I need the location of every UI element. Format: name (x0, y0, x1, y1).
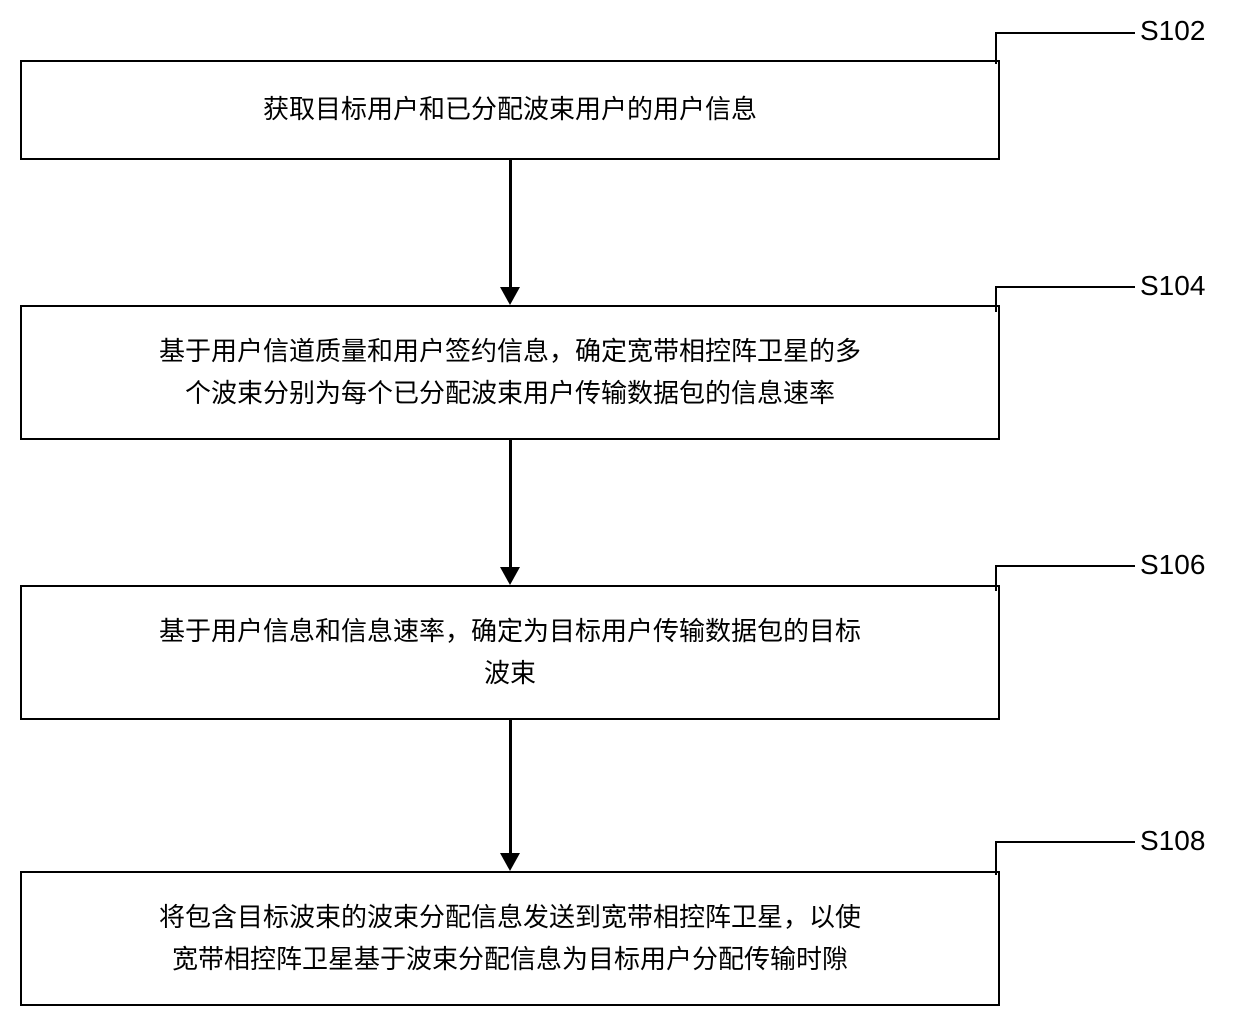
arrow-1 (509, 160, 512, 287)
step-text-s104: 基于用户信道质量和用户签约信息，确定宽带相控阵卫星的多 个波束分别为每个已分配波… (159, 331, 861, 414)
step-label-s108: S108 (1140, 825, 1205, 857)
arrow-head-2 (500, 567, 520, 585)
arrow-head-1 (500, 287, 520, 305)
arrow-head-3 (500, 853, 520, 871)
label-connector-s104 (995, 286, 1135, 312)
step-label-s102: S102 (1140, 15, 1205, 47)
step-box-s104: 基于用户信道质量和用户签约信息，确定宽带相控阵卫星的多 个波束分别为每个已分配波… (20, 305, 1000, 440)
flowchart-container: 获取目标用户和已分配波束用户的用户信息 S102 基于用户信道质量和用户签约信息… (0, 0, 1240, 1033)
step-box-s106: 基于用户信息和信息速率，确定为目标用户传输数据包的目标 波束 (20, 585, 1000, 720)
arrow-3 (509, 720, 512, 853)
step-box-s102: 获取目标用户和已分配波束用户的用户信息 (20, 60, 1000, 160)
label-connector-s106 (995, 565, 1135, 591)
step-box-s108: 将包含目标波束的波束分配信息发送到宽带相控阵卫星，以使 宽带相控阵卫星基于波束分… (20, 871, 1000, 1006)
step-text-s102: 获取目标用户和已分配波束用户的用户信息 (263, 89, 757, 131)
step-text-s106: 基于用户信息和信息速率，确定为目标用户传输数据包的目标 波束 (159, 611, 861, 694)
step-text-s108: 将包含目标波束的波束分配信息发送到宽带相控阵卫星，以使 宽带相控阵卫星基于波束分… (159, 897, 861, 980)
label-connector-s102 (995, 32, 1135, 64)
label-connector-s108 (995, 841, 1135, 875)
arrow-2 (509, 440, 512, 567)
step-label-s106: S106 (1140, 549, 1205, 581)
step-label-s104: S104 (1140, 270, 1205, 302)
